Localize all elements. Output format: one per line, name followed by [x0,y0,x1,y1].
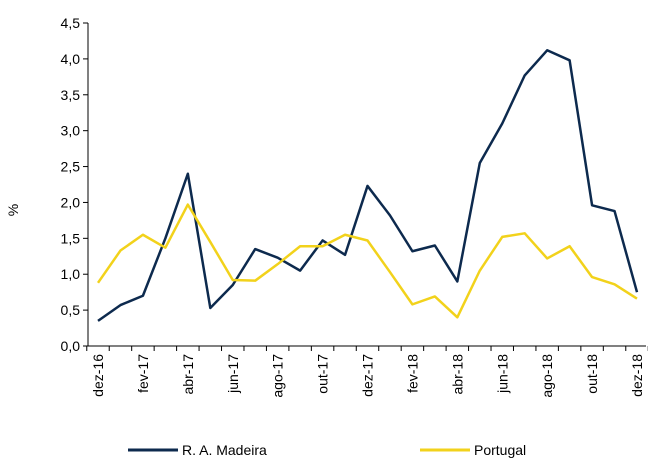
x-tick-label: out-18 [584,354,600,394]
y-tick-label: 4,5 [61,15,81,31]
line-series [97,49,639,322]
x-tick-label: out-17 [315,354,331,394]
y-tick-label: 4,0 [61,51,81,67]
x-tick-label: jun-17 [225,354,241,394]
x-tick-label: abr-18 [449,354,465,395]
x-tick-label: dez-18 [629,354,645,397]
line-series [96,203,638,319]
x-tick-label: fev-18 [404,354,420,393]
y-tick-label: 1,5 [61,230,81,246]
y-tick-label: 2,5 [61,159,81,175]
x-tick-label: ago-17 [270,354,286,398]
y-tick-label: 0,5 [61,302,81,318]
x-tick-label: ago-18 [539,354,555,398]
legend-label: Portugal [474,442,526,458]
y-tick-label: 2,0 [61,194,81,210]
x-tick-label: dez-17 [360,354,376,397]
y-axis-label: % [5,204,21,216]
x-tick-label: abr-17 [180,354,196,395]
legend-label: R. A. Madeira [182,442,267,458]
x-tick-label: dez-16 [90,354,106,397]
y-tick-label: 0,0 [61,338,81,354]
x-tick-label: jun-18 [494,354,510,394]
y-tick-label: 1,0 [61,266,81,282]
x-tick-label: fev-17 [135,354,151,393]
y-tick-label: 3,0 [61,123,81,139]
y-tick-label: 3,5 [61,87,81,103]
